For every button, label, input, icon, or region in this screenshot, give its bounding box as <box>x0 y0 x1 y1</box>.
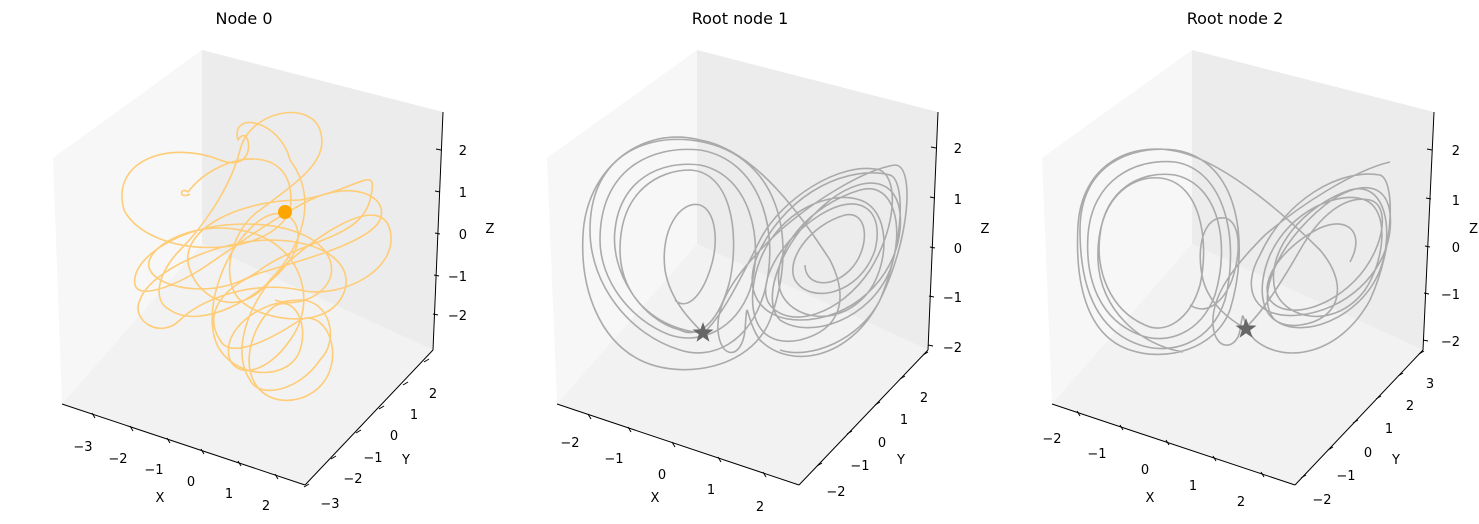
x-tick-label: 0 <box>1141 463 1149 478</box>
x-tick-label: 1 <box>225 487 233 502</box>
z-axis-line <box>432 111 444 351</box>
y-ticks: −2 −1 0 1 2 3 <box>1300 350 1434 508</box>
z-ticks: −2 −1 0 1 2 <box>927 142 962 356</box>
subplot-title: Node 0 <box>215 9 272 28</box>
pane-floor <box>557 244 928 485</box>
y-tick-label: 2 <box>1406 399 1414 414</box>
z-axis-label: Z <box>486 222 495 237</box>
x-axis-line <box>556 403 800 486</box>
series-line <box>121 111 392 402</box>
z-tick-label: −2 <box>448 309 467 324</box>
start-marker <box>1235 318 1257 338</box>
z-tick-label: 0 <box>954 242 962 257</box>
x-ticks: −2 −1 0 1 2 <box>560 413 767 515</box>
y-tick-label: 1 <box>1385 422 1393 437</box>
y-tick-label: 2 <box>429 387 437 402</box>
y-axis-line <box>1294 349 1424 486</box>
x-tick-label: −2 <box>560 436 579 451</box>
subplot-root-node-2: Root node 2 −2 −1 0 1 2 X −2 −1 0 1 2 <box>1042 9 1478 510</box>
x-axis-label: X <box>156 491 165 506</box>
pane-floor <box>1052 244 1423 485</box>
y-tick-label: 0 <box>878 436 886 451</box>
z-ticks: −2 −1 0 1 2 <box>1422 144 1460 350</box>
y-tick-label: 0 <box>390 429 398 444</box>
x-tick-label: 0 <box>187 475 195 490</box>
x-tick-label: −2 <box>1042 432 1061 447</box>
z-ticks: −2 −1 0 1 2 <box>432 144 467 324</box>
start-marker <box>692 322 714 342</box>
z-tick-label: 0 <box>459 228 467 243</box>
z-tick-label: 1 <box>954 193 962 208</box>
x-tick-label: −3 <box>73 440 92 455</box>
x-tick-label: 1 <box>707 483 715 498</box>
y-ticks: −3 −2 −1 0 1 2 <box>303 358 437 512</box>
z-tick-label: −2 <box>943 341 962 356</box>
y-tick-label: 0 <box>1364 446 1372 461</box>
x-ticks: −3 −2 −1 0 1 2 <box>73 412 279 514</box>
x-tick-label: 2 <box>1237 495 1245 510</box>
x-tick-label: −2 <box>108 452 127 467</box>
z-tick-label: 1 <box>1452 194 1460 209</box>
y-axis-line <box>798 349 929 486</box>
series-line <box>581 136 908 371</box>
y-tick-label: 3 <box>1426 377 1434 392</box>
x-ticks: −2 −1 0 1 2 <box>1042 410 1265 510</box>
z-axis-label: Z <box>981 222 990 237</box>
y-tick-label: −3 <box>320 497 339 512</box>
z-tick-label: 2 <box>954 142 962 157</box>
z-tick-label: 2 <box>1452 144 1460 159</box>
y-tick-label: −2 <box>343 472 362 487</box>
x-axis-line <box>61 403 306 486</box>
y-tick-label: −1 <box>850 459 869 474</box>
z-tick-label: −1 <box>448 270 467 285</box>
z-tick-label: −1 <box>1441 288 1460 303</box>
y-axis-label: Y <box>1391 453 1400 468</box>
z-axis-line <box>927 111 939 351</box>
y-tick-label: −1 <box>363 451 382 466</box>
y-tick-label: 1 <box>900 413 908 428</box>
x-tick-label: −1 <box>1087 447 1106 462</box>
x-axis-label: X <box>1146 491 1155 506</box>
z-tick-label: 1 <box>459 186 467 201</box>
z-tick-label: 2 <box>459 144 467 159</box>
y-axis-label: Y <box>896 453 905 468</box>
series-line <box>1076 148 1392 356</box>
x-axis-line <box>1051 403 1296 486</box>
pane-back-left <box>1042 50 1192 404</box>
z-tick-label: −2 <box>1441 335 1460 350</box>
y-tick-label: −2 <box>826 485 845 500</box>
y-ticks: −2 −1 0 1 2 <box>816 351 929 500</box>
y-tick-label: 1 <box>410 408 418 423</box>
z-tick-label: 0 <box>1452 241 1460 256</box>
y-tick-label: −1 <box>1336 469 1355 484</box>
subplot-title: Root node 1 <box>692 9 789 28</box>
start-marker <box>278 205 292 219</box>
x-axis-label: X <box>651 491 660 506</box>
y-tick-label: 2 <box>920 391 928 406</box>
x-tick-label: 1 <box>1189 479 1197 494</box>
y-tick-label: −2 <box>1312 493 1331 508</box>
z-tick-label: −1 <box>943 291 962 306</box>
subplot-title: Root node 2 <box>1187 9 1284 28</box>
z-axis-line <box>1422 111 1435 351</box>
x-tick-label: 0 <box>658 468 666 483</box>
x-tick-label: −1 <box>144 463 163 478</box>
x-tick-label: 2 <box>756 500 764 515</box>
pane-floor <box>62 244 433 485</box>
x-tick-label: 2 <box>262 499 270 514</box>
z-axis-label: Z <box>1469 222 1478 237</box>
subplot-node-0: Node 0 −3 −2 −1 0 1 2 X −3 −2 − <box>53 9 495 514</box>
subplot-root-node-1: Root node 1 −2 −1 0 1 2 X −2 −1 0 1 2 Y <box>547 9 990 515</box>
x-tick-label: −1 <box>604 452 623 467</box>
y-axis-label: Y <box>401 453 410 468</box>
pane-back-left <box>53 50 202 404</box>
y-axis-line <box>304 349 434 486</box>
